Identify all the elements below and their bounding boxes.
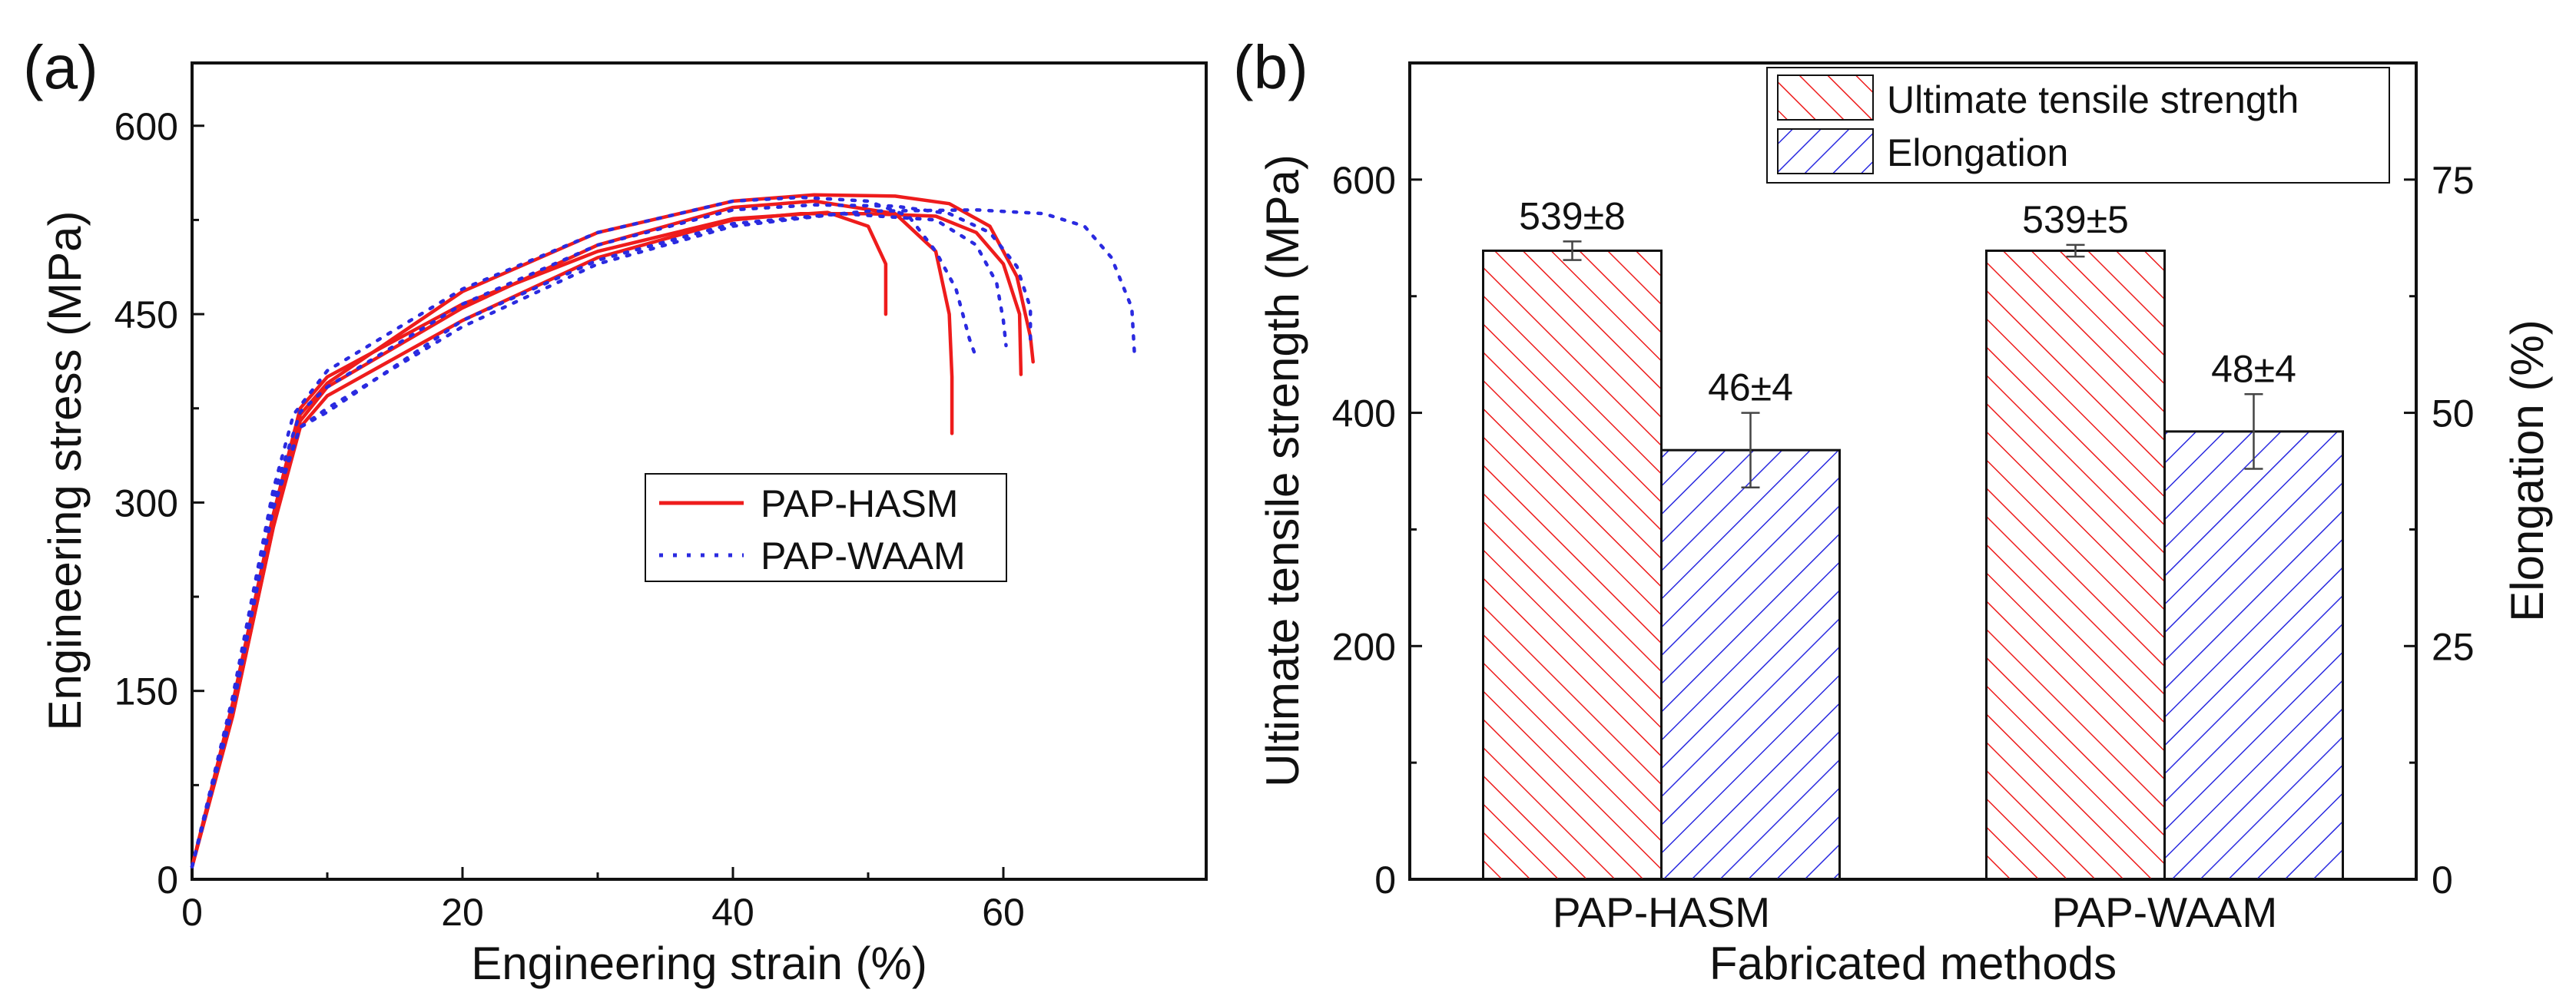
curve-pap-hasm-4 bbox=[190, 211, 1023, 869]
bar-elongation-pap-hasm bbox=[1660, 448, 1841, 881]
y-right-tick-label: 75 bbox=[2432, 159, 2475, 202]
panel-a-x-axis-label: Engineering strain (%) bbox=[471, 938, 927, 989]
x-tick-label: 40 bbox=[711, 891, 754, 934]
panel-b-y-axis-label-left: Ultimate tensile strength (MPa) bbox=[1257, 154, 1308, 787]
panel-b-y-ticks-left: 0 200 400 600 bbox=[1332, 159, 1422, 902]
curve-pap-waam-7 bbox=[190, 203, 1033, 869]
y-tick-label: 0 bbox=[1374, 859, 1396, 902]
panel-b-y-axis-label-right: Elongation (%) bbox=[2501, 319, 2553, 622]
panel-a-y-axis-label: Engineering stress (MPa) bbox=[39, 211, 91, 731]
category-label: PAP-HASM bbox=[1553, 889, 1770, 936]
panel-a-legend-label-waam: PAP-WAAM bbox=[761, 534, 966, 577]
panel-b-x-axis-label: Fabricated methods bbox=[1709, 938, 2117, 989]
panel-a-legend-box bbox=[645, 473, 1007, 582]
panel-b-legend-label-elongation: Elongation bbox=[1887, 131, 2068, 174]
curve-pap-waam-5 bbox=[190, 195, 979, 869]
category-label: PAP-WAAM bbox=[2052, 889, 2277, 936]
data-label: 539±5 bbox=[2022, 198, 2129, 241]
panel-a-y-ticks: 0 150 300 450 600 bbox=[114, 105, 204, 902]
panel-b-label: (b) bbox=[1233, 33, 1308, 101]
x-tick-label: 0 bbox=[181, 891, 203, 934]
panel-b-plot-frame bbox=[1408, 61, 2418, 881]
y-tick-label: 150 bbox=[114, 670, 178, 713]
y-tick-label: 300 bbox=[114, 481, 178, 525]
data-label: 46±4 bbox=[1708, 366, 1793, 409]
panel-b-categories: PAP-HASM PAP-WAAM bbox=[1553, 867, 2277, 936]
legend-swatch-elongation bbox=[1777, 128, 1874, 174]
curve-pap-waam-6 bbox=[190, 211, 1008, 869]
y-tick-label: 400 bbox=[1332, 392, 1396, 435]
y-right-tick-label: 0 bbox=[2432, 859, 2453, 902]
x-tick-label: 20 bbox=[441, 891, 484, 934]
panel-a-label: (a) bbox=[23, 33, 98, 101]
bar-ultimate-tensile-strength-pap-waam bbox=[1985, 249, 2166, 881]
panel-b-y-ticks-right: 0 25 50 75 bbox=[2404, 159, 2475, 902]
panel-a-legend-label-hasm: PAP-HASM bbox=[761, 482, 958, 525]
panel-a: (a) 0 20 40 60 0 150 300 450 600 Engineering st… bbox=[23, 33, 1208, 989]
panel-a-x-ticks: 0 20 40 60 bbox=[181, 867, 1025, 934]
panel-b-legend: Ultimate tensile strength Elongation bbox=[1766, 67, 2390, 184]
y-tick-label: 0 bbox=[157, 859, 178, 902]
panel-a-plot-frame bbox=[191, 61, 1208, 881]
y-tick-label: 200 bbox=[1332, 625, 1396, 668]
panel-a-legend: PAP-HASM PAP-WAAM bbox=[645, 473, 1007, 582]
bar-elongation-pap-waam bbox=[2163, 430, 2344, 881]
y-tick-label: 450 bbox=[114, 293, 178, 336]
x-tick-label: 60 bbox=[982, 891, 1025, 934]
y-tick-label: 600 bbox=[114, 105, 178, 148]
y-right-tick-label: 50 bbox=[2432, 392, 2475, 435]
panel-b: (b) 0 200 400 600 0 25 50 75 539±8 46±4 539±5 48±… bbox=[1233, 33, 2553, 989]
data-label: 48±4 bbox=[2211, 347, 2296, 390]
bar-ultimate-tensile-strength-pap-hasm bbox=[1482, 249, 1663, 881]
curve-pap-waam-8 bbox=[190, 208, 1136, 869]
y-tick-label: 600 bbox=[1332, 159, 1396, 202]
data-label: 539±8 bbox=[1519, 194, 1626, 237]
legend-swatch-uts bbox=[1777, 74, 1874, 121]
y-right-tick-label: 25 bbox=[2432, 625, 2475, 668]
panel-a-curves bbox=[190, 193, 1136, 869]
panel-b-legend-label-uts: Ultimate tensile strength bbox=[1887, 78, 2299, 121]
panel-b-bars: 539±8 46±4 539±5 48±4 bbox=[1482, 194, 2344, 881]
